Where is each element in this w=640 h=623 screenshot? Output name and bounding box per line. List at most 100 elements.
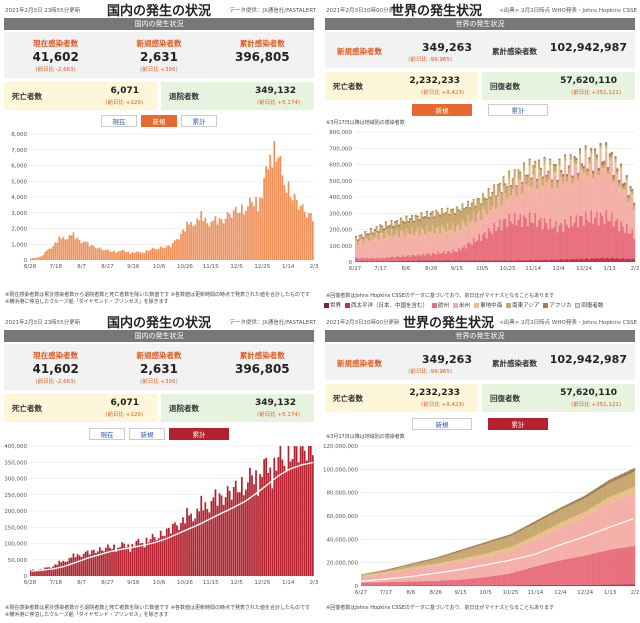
stack-segment [523, 526, 526, 529]
tab-total[interactable]: 累計 [488, 418, 548, 430]
stack-segment [425, 260, 428, 262]
stack-segment [593, 159, 596, 218]
stack-segment [362, 582, 365, 586]
stack-segment [539, 259, 542, 262]
stack-segment [534, 173, 537, 213]
stack-segment [390, 569, 393, 572]
stack-segment [388, 226, 391, 237]
stack-segment [587, 554, 590, 585]
stack-segment [578, 500, 581, 515]
bar [180, 234, 182, 260]
stack-segment [534, 162, 537, 169]
tab-total[interactable]: 累計 [169, 428, 229, 440]
stack-segment [518, 546, 521, 571]
stack-segment [461, 260, 464, 262]
stack-segment [575, 167, 578, 215]
tab-new[interactable]: 新規 [412, 104, 472, 116]
stack-segment [470, 585, 473, 586]
x-tick-label: 9/15 [451, 266, 464, 272]
stack-segment [413, 566, 416, 569]
stack-segment [364, 574, 367, 577]
bar [139, 543, 142, 576]
bar [50, 248, 53, 260]
stack-segment [529, 537, 532, 542]
stack-segment [552, 526, 555, 531]
stack-segment [592, 506, 596, 512]
stack-segment [494, 539, 497, 541]
stack-segment [435, 557, 438, 559]
stack-segment [558, 171, 561, 225]
x-tick-label: 1/14 [282, 264, 295, 270]
bar [251, 201, 253, 260]
stack-segment [516, 585, 519, 586]
series-6 [355, 142, 636, 241]
bar [234, 206, 237, 260]
stack-segment [561, 506, 564, 509]
stack-segment [527, 568, 530, 586]
stack-segment [502, 260, 505, 262]
stack-segment [381, 257, 384, 262]
x-tick-label: 9/16 [127, 264, 140, 270]
tab-new[interactable]: 新規 [412, 418, 472, 430]
stack-segment [549, 218, 552, 260]
stack-segment [410, 581, 413, 586]
stack-segment [616, 177, 619, 219]
chart-tabs: 新規 累計 [321, 418, 639, 430]
tab-current[interactable]: 現在 [89, 428, 125, 440]
stack-segment [598, 508, 601, 553]
stack-segment [495, 196, 498, 209]
stack-segment [414, 214, 417, 217]
stack-segment [565, 258, 568, 262]
stat-total: 累計感染者数 396,805 [211, 32, 314, 78]
stack-segment [521, 569, 524, 586]
stack-segment [543, 584, 546, 586]
tab-new[interactable]: 新規 [141, 115, 177, 127]
stack-segment [472, 215, 475, 238]
tab-total[interactable]: 累計 [181, 115, 217, 127]
stack-segment [369, 227, 372, 230]
stack-segment [364, 261, 367, 262]
stack-segment [621, 189, 624, 194]
stack-segment [525, 539, 528, 544]
stack-segment [439, 214, 442, 217]
bar [52, 566, 55, 576]
stack-segment [417, 568, 420, 582]
stack-segment [483, 213, 486, 232]
bar [78, 240, 81, 260]
stack-segment [536, 522, 539, 535]
stack-segment [432, 563, 435, 567]
stack-segment [515, 196, 518, 202]
stack-segment [560, 522, 563, 528]
stack-segment [377, 571, 380, 574]
stack-segment [481, 543, 484, 545]
bar [214, 489, 217, 576]
stack-segment [592, 223, 595, 259]
stat-label: 累計感染者数 [239, 39, 285, 48]
stack-segment [366, 261, 369, 262]
stack-segment [445, 555, 448, 562]
stack-segment [411, 216, 414, 228]
bar [147, 250, 150, 260]
tab-new[interactable]: 新規 [129, 428, 165, 440]
bar [196, 508, 199, 576]
legend-swatch [474, 302, 480, 308]
stack-segment [610, 151, 613, 155]
stack-segment [393, 568, 396, 571]
stack-segment [602, 483, 605, 488]
stack-segment [470, 260, 473, 262]
stack-segment [455, 260, 458, 262]
stack-segment [523, 176, 526, 216]
stat-value: 102,942,987 [549, 353, 627, 366]
stack-segment [595, 154, 598, 158]
stack-segment [442, 250, 445, 261]
stack-segment [399, 219, 402, 231]
stack-segment [474, 558, 477, 579]
stack-segment [366, 582, 369, 586]
tab-current[interactable]: 現在 [101, 115, 137, 127]
stack-segment [587, 509, 590, 515]
stack-segment [434, 580, 437, 586]
stack-segment [424, 565, 427, 568]
stack-segment [567, 584, 570, 586]
stack-segment [424, 234, 427, 238]
tab-total[interactable]: 累計 [488, 104, 548, 116]
